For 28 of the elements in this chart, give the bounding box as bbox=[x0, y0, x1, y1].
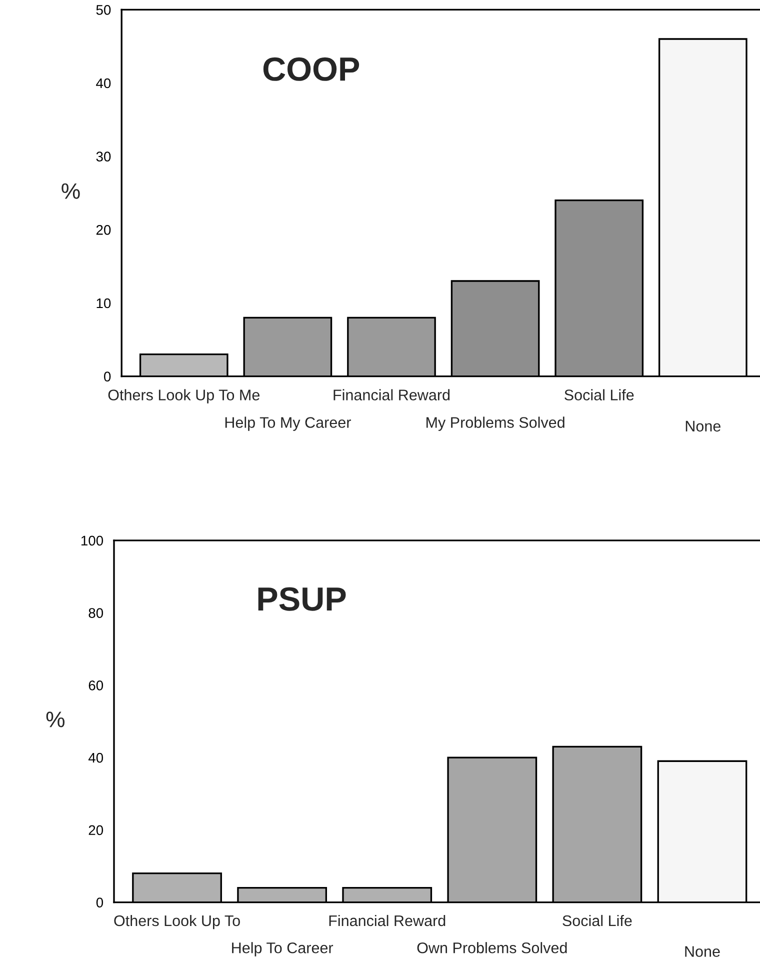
y-tick-label: 0 bbox=[96, 898, 104, 908]
x-tick-label: Help To My Career bbox=[225, 416, 351, 431]
y-tick-label: 50 bbox=[96, 4, 111, 15]
y-tick-label: 20 bbox=[96, 225, 111, 235]
y-axis-title: % bbox=[62, 183, 80, 199]
y-tick-label: 40 bbox=[96, 78, 111, 88]
text: PSUP bbox=[258, 587, 346, 611]
y-tick-label: 60 bbox=[88, 680, 104, 690]
x-tick-label: Financial Reward bbox=[329, 914, 446, 926]
y-tick-label: 100 bbox=[81, 536, 104, 546]
x-tick-label: None bbox=[686, 420, 720, 432]
x-tick-label: Others Look Up To Me bbox=[108, 389, 260, 404]
x-tick-label: Others Look Up To bbox=[114, 914, 240, 930]
y-axis-title: % bbox=[46, 712, 64, 728]
y-tick-label: 30 bbox=[96, 152, 111, 162]
y-tick-label: 80 bbox=[88, 608, 104, 618]
x-tick-label: Financial Reward bbox=[334, 389, 450, 400]
x-tick-label: Help To Career bbox=[232, 942, 334, 956]
x-tick-label: My Problems Solved bbox=[426, 416, 564, 431]
y-tick-label: 40 bbox=[88, 752, 104, 763]
y-tick-label: 0 bbox=[104, 372, 111, 382]
text: COOP bbox=[263, 57, 360, 81]
x-tick-label: Own Problems Solved bbox=[417, 942, 567, 954]
y-tick-label: 20 bbox=[88, 825, 104, 836]
y-tick-label: 10 bbox=[96, 298, 111, 308]
x-tick-label: Social Life bbox=[564, 389, 634, 400]
x-tick-label: Social Life bbox=[562, 914, 632, 926]
x-tick-label: None bbox=[685, 946, 720, 957]
